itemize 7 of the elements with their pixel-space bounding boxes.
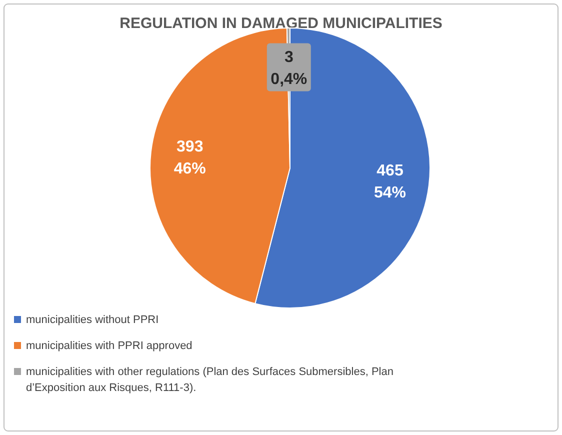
legend-label: municipalities with other regulations (Plan des Surfaces Submersibles, Plan d’Exposition aux Risques, R111-3). [26, 366, 394, 394]
legend-label: municipalities without PPRI [26, 314, 159, 326]
chart-title: REGULATION IN DAMAGED MUNICIPALITIES [120, 15, 442, 32]
data-label: 393 46% [174, 138, 206, 178]
data-label: 465 54% [374, 162, 406, 202]
legend-label: municipalities with PPRI approved [26, 340, 192, 352]
data-label: 3 0,4% [270, 49, 308, 88]
